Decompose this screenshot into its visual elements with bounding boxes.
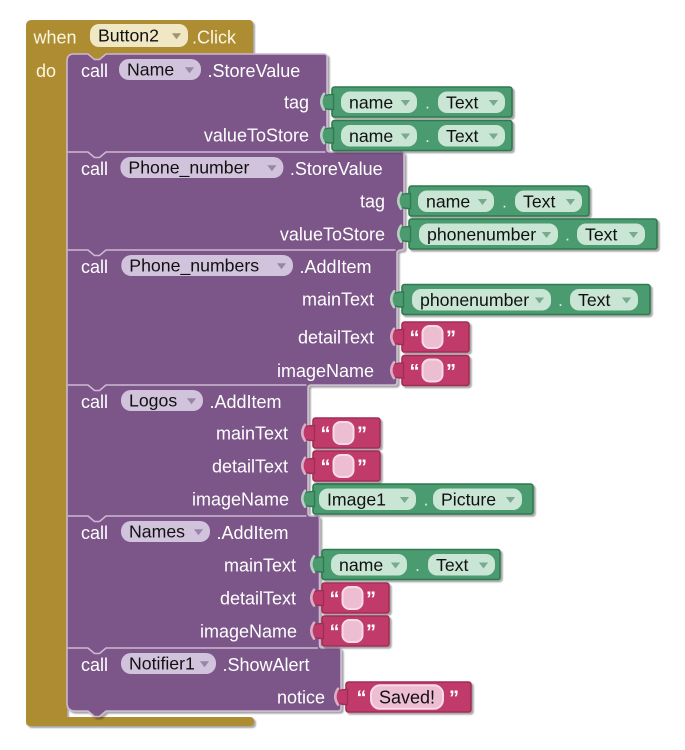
svg-text:.ShowAlert: .ShowAlert [223,655,310,675]
svg-text:call: call [81,655,108,675]
svg-text:tag: tag [360,191,385,211]
svg-text:detailText: detailText [220,588,296,608]
svg-text:Text: Text [446,92,479,112]
svg-text:.: . [502,192,507,211]
svg-text:.: . [415,556,420,575]
svg-text:Notifier1: Notifier1 [129,654,195,674]
svg-text:.StoreValue: .StoreValue [208,61,301,81]
svg-text:“: “ [357,688,367,710]
svg-text:name: name [349,92,393,112]
svg-text:Button2: Button2 [98,26,159,46]
svg-text:Text: Text [578,290,611,310]
svg-text:Text: Text [436,555,469,575]
svg-text:.Click: .Click [192,28,237,48]
svg-text:imageName: imageName [200,621,297,641]
svg-text:call: call [81,523,108,543]
svg-text:”: ” [446,361,456,383]
svg-text:”: ” [357,424,367,446]
svg-text:”: ” [357,457,367,479]
svg-text:Name: Name [127,60,174,80]
svg-text:“: “ [330,622,340,644]
svg-text:Names: Names [129,522,185,542]
svg-text:mainText: mainText [302,289,374,309]
svg-text:”: ” [366,589,376,611]
svg-text:call: call [81,257,108,277]
svg-text:imageName: imageName [277,361,374,381]
svg-text:.AddItem: .AddItem [217,523,289,543]
svg-text:Saved!: Saved! [379,687,435,707]
svg-text:Text: Text [446,126,479,146]
svg-text:name: name [339,555,383,575]
svg-text:”: ” [449,688,459,710]
svg-text:Text: Text [523,191,556,211]
svg-text:“: “ [321,424,331,446]
svg-text:Picture: Picture [441,489,496,509]
svg-text:.AddItem: .AddItem [210,392,282,412]
svg-text:imageName: imageName [192,489,289,509]
svg-text:tag: tag [284,92,309,112]
svg-text:.: . [565,225,570,244]
svg-text:call: call [81,392,108,412]
svg-text:name: name [349,126,393,146]
svg-text:“: “ [410,328,420,350]
svg-text:.AddItem: .AddItem [300,257,372,277]
svg-text:.: . [425,127,430,146]
svg-text:phonenumber: phonenumber [427,224,536,244]
svg-text:.: . [424,490,429,509]
svg-text:.: . [425,93,430,112]
svg-text:name: name [426,191,470,211]
svg-text:Logos: Logos [129,391,177,411]
svg-text:“: “ [330,589,340,611]
svg-text:detailText: detailText [298,327,374,347]
svg-text:Text: Text [585,224,618,244]
svg-text:”: ” [366,622,376,644]
svg-text:phonenumber: phonenumber [420,290,529,310]
svg-text:detailText: detailText [212,456,288,476]
svg-text:notice: notice [277,687,325,707]
svg-text:”: ” [446,328,456,350]
svg-text:call: call [81,159,108,179]
svg-text:do: do [36,61,56,81]
svg-text:when: when [33,28,77,48]
svg-text:Phone_numbers: Phone_numbers [129,256,259,277]
svg-text:mainText: mainText [224,555,296,575]
svg-text:“: “ [321,457,331,479]
svg-text:valueToStore: valueToStore [204,125,309,145]
svg-text:.: . [558,291,563,310]
svg-text:mainText: mainText [216,423,288,443]
svg-text:.StoreValue: .StoreValue [290,159,383,179]
svg-text:“: “ [410,361,420,383]
svg-text:Phone_number: Phone_number [128,158,249,179]
svg-text:Image1: Image1 [327,489,386,509]
svg-text:call: call [81,61,108,81]
svg-text:valueToStore: valueToStore [280,224,385,244]
